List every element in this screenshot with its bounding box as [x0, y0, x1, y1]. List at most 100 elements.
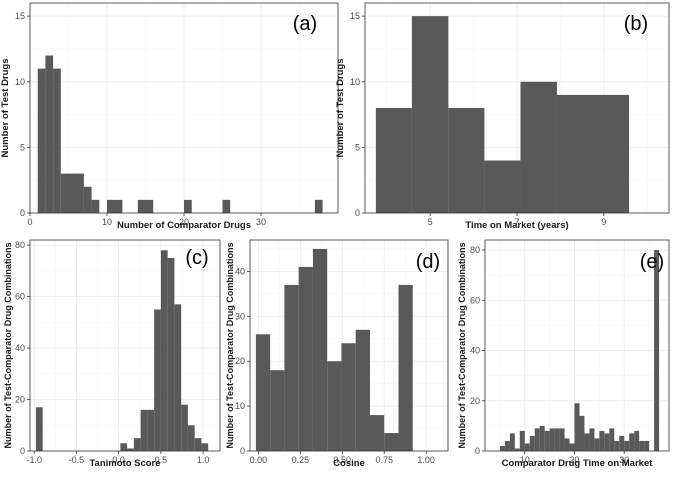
- histogram-bar: [184, 199, 192, 213]
- histogram-bar: [270, 370, 285, 451]
- x-tick-label: 0.5: [155, 455, 168, 465]
- y-tick-label: 10: [15, 77, 25, 87]
- histogram-bar: [584, 433, 590, 451]
- histogram-bar: [559, 428, 565, 451]
- histogram-bar: [91, 199, 100, 213]
- histogram-bar: [524, 443, 530, 451]
- x-tick-label: -1.0: [26, 455, 42, 465]
- histogram-bar: [174, 304, 182, 451]
- histogram-bar: [160, 250, 168, 451]
- histogram-bar: [534, 428, 540, 451]
- histogram-bar: [181, 404, 188, 451]
- histogram-bar: [639, 440, 645, 451]
- histogram-bar: [120, 443, 128, 451]
- panel-tag: (b): [624, 13, 648, 35]
- histogram-bar: [147, 409, 155, 451]
- y-axis-title: Number of Test Drugs: [335, 58, 346, 157]
- y-tick-label: 80: [15, 240, 25, 250]
- y-tick-label: 0: [475, 446, 480, 456]
- histogram-bar: [604, 433, 610, 451]
- histogram-bar: [556, 94, 593, 213]
- panel-tag: (e): [640, 251, 664, 273]
- histogram-bar: [327, 361, 342, 451]
- y-tick-label: 10: [350, 77, 360, 87]
- histogram-bar: [554, 428, 560, 451]
- panel-a: 0 10 20 30 0 5 10 15 Number of Comparator Drugs N…: [0, 2, 339, 231]
- x-tick-label: 1.0: [197, 455, 210, 465]
- y-tick-label: 40: [470, 346, 480, 356]
- histogram-bar: [255, 334, 271, 451]
- x-tick-label: 0.00: [250, 455, 268, 465]
- y-tick-label: 15: [15, 11, 25, 21]
- y-tick-label: 40: [235, 266, 245, 276]
- histogram-bar: [574, 403, 580, 451]
- histogram-bar: [369, 415, 385, 451]
- histogram-bar: [529, 435, 535, 451]
- histogram-bar: [284, 284, 299, 451]
- x-axis-title: Comparator Drug Time on Market: [502, 458, 654, 469]
- x-tick-label: 30: [619, 455, 629, 465]
- histogram-bar: [398, 284, 413, 451]
- y-tick-label: 60: [470, 295, 480, 305]
- histogram-bar: [484, 160, 521, 213]
- histogram-bar: [187, 425, 195, 451]
- histogram-bar: [201, 443, 209, 451]
- x-tick-label: 0.25: [292, 455, 310, 465]
- x-tick-label: 0.50: [334, 455, 352, 465]
- histogram-bar: [539, 425, 545, 451]
- histogram-bar: [140, 409, 148, 451]
- histogram-bar: [514, 448, 520, 451]
- histogram-bar: [589, 428, 595, 451]
- histogram-bar: [519, 430, 525, 451]
- panel-background: [30, 240, 220, 451]
- histogram-bar: [314, 199, 323, 213]
- panel-e: 10 20 30 0 20 40 60 80 Comparator Drug Time on M…: [457, 239, 670, 469]
- x-tick-label: 5: [428, 217, 433, 227]
- x-tick-label: 0.0: [112, 455, 125, 465]
- histogram-bar: [564, 438, 570, 451]
- y-tick-label: 0: [240, 446, 245, 456]
- histogram-bar: [569, 443, 575, 451]
- histogram-bar: [341, 343, 356, 451]
- histogram-bar: [137, 199, 154, 213]
- histogram-bar: [355, 329, 370, 451]
- histogram-bar: [37, 68, 46, 213]
- x-tick-label: 20: [570, 455, 580, 465]
- histogram-bar: [504, 440, 510, 451]
- y-tick-label: 0: [20, 446, 25, 456]
- histogram-bar: [222, 199, 231, 213]
- histogram-bar: [629, 433, 635, 451]
- panel-tag: (a): [293, 13, 317, 35]
- panel-c: -1.0 -0.5 0.0 0.5 1.0 0 20 40 60 80 Tanimoto Score…: [3, 239, 221, 469]
- histogram-bar: [549, 428, 555, 451]
- histogram-bar: [520, 81, 557, 213]
- y-tick-label: 30: [235, 311, 245, 321]
- x-tick-label: 0.75: [375, 455, 393, 465]
- y-tick-label: 5: [355, 142, 360, 152]
- histogram-bar: [45, 55, 54, 213]
- x-axis-title: Cosine: [333, 458, 365, 469]
- y-tick-label: 0: [355, 208, 360, 218]
- y-tick-label: 40: [15, 343, 25, 353]
- histogram-bar: [60, 173, 84, 213]
- y-axis-title: Number of Test-Comparator Drug Combinati…: [457, 243, 468, 449]
- panel-tag: (c): [185, 247, 208, 269]
- y-tick-label: 0: [20, 208, 25, 218]
- y-tick-label: 20: [15, 395, 25, 405]
- y-tick-label: 10: [235, 401, 245, 411]
- x-tick-label: 20: [179, 217, 189, 227]
- y-axis-title: Number of Test-Comparator Drug Combinati…: [225, 243, 236, 449]
- y-tick-label: 20: [470, 396, 480, 406]
- histogram-bar: [644, 440, 650, 451]
- x-tick-label: 0: [27, 217, 32, 227]
- x-tick-label: 1.00: [417, 455, 435, 465]
- histogram-bar: [107, 199, 123, 213]
- x-tick-label: -0.5: [69, 455, 85, 465]
- y-axis-title: Number of Test Drugs: [0, 58, 11, 157]
- histogram-bar: [167, 258, 175, 451]
- y-tick-label: 60: [15, 292, 25, 302]
- histogram-bar: [634, 430, 640, 451]
- histogram-bar: [599, 430, 605, 451]
- histogram-bar: [593, 94, 630, 213]
- histogram-bar: [594, 438, 600, 451]
